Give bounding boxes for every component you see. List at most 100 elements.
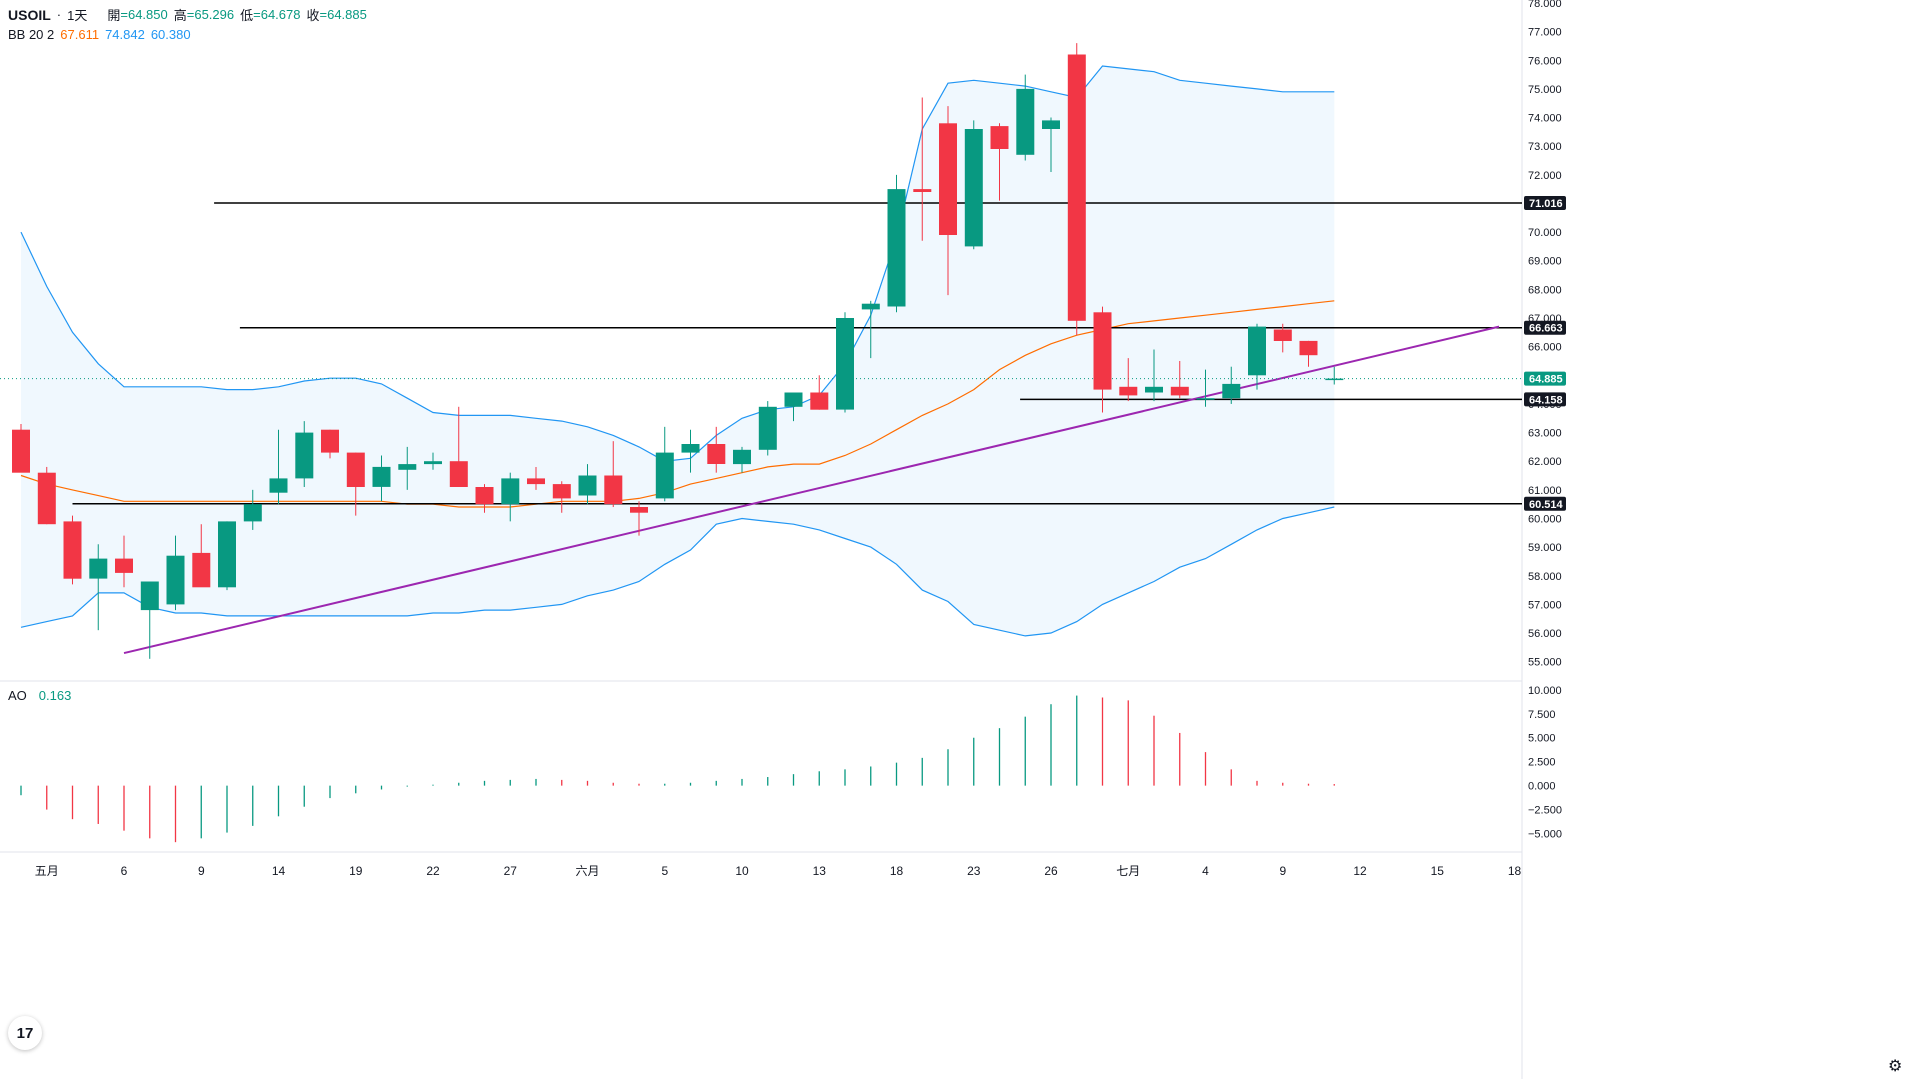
line-price-label: 66.663	[1529, 323, 1563, 335]
price-tick-label: 72.000	[1528, 170, 1562, 182]
bb-band-fill	[21, 66, 1335, 636]
candle-body	[681, 444, 700, 453]
candle-body	[630, 507, 648, 513]
candle-body	[1067, 54, 1086, 321]
candle-body	[501, 478, 520, 505]
price-tick-label: 76.000	[1528, 55, 1562, 67]
time-tick-label: 22	[426, 864, 440, 878]
open-value: =64.850	[120, 7, 168, 22]
ao-tick-label: 2.500	[1528, 757, 1556, 769]
candle-body	[63, 521, 82, 579]
ao-tick-label: −2.500	[1528, 805, 1562, 817]
candle-body	[578, 475, 597, 496]
bb-upper-value: 74.842	[105, 27, 145, 42]
time-tick-label: 七月	[1116, 864, 1140, 878]
bb-lower-value: 60.380	[150, 27, 191, 42]
price-tick-label: 75.000	[1528, 84, 1562, 96]
time-tick-label: 23	[967, 864, 981, 878]
high-label: 高	[173, 8, 187, 23]
low-value: =64.678	[253, 7, 301, 22]
price-tick-label: 58.000	[1528, 571, 1562, 583]
candle-body	[1170, 386, 1189, 396]
candle-body	[372, 466, 391, 487]
price-tick-label: 73.000	[1528, 141, 1562, 153]
candle-body	[1325, 378, 1344, 381]
candle-body	[1145, 386, 1163, 393]
time-tick-label: 12	[1353, 864, 1367, 878]
price-tick-label: 68.000	[1528, 284, 1562, 296]
candle-body	[424, 461, 442, 465]
candle-body	[784, 392, 803, 407]
candle-body	[655, 452, 674, 499]
price-tick-label: 61.000	[1528, 485, 1562, 497]
candle-body	[1093, 312, 1112, 390]
time-tick-label: 9	[198, 864, 205, 878]
candle-body	[192, 552, 211, 588]
price-tick-label: 57.000	[1528, 599, 1562, 611]
candle-body	[321, 429, 339, 453]
candle-body	[1299, 340, 1318, 356]
candle-body	[913, 189, 932, 192]
bb-lower-line	[20, 506, 1335, 637]
candle-body	[218, 521, 236, 588]
candle-body	[1196, 398, 1215, 400]
bb-basis-value: 67.611	[60, 27, 100, 42]
gear-icon[interactable]: ⚙	[1888, 1056, 1902, 1076]
line-price-label: 64.158	[1529, 394, 1563, 406]
candle-body	[1222, 383, 1241, 399]
price-tick-label: 60.000	[1528, 514, 1562, 526]
time-tick-label: 五月	[35, 864, 59, 878]
candle-body	[836, 318, 854, 410]
line-price-tag	[1524, 196, 1566, 210]
open-label: 開	[107, 8, 121, 23]
ao-value: 0.163	[38, 688, 72, 703]
time-tick-label: 18	[1508, 864, 1522, 878]
line-price-label: 60.514	[1529, 499, 1564, 511]
candle-body	[140, 581, 159, 611]
candle-body	[810, 392, 829, 410]
close-value: =64.885	[319, 7, 367, 22]
time-tick-label: 4	[1202, 864, 1209, 878]
ao-tick-label: 10.000	[1528, 685, 1562, 697]
symbol-name: USOIL	[8, 6, 51, 23]
candle-body	[1016, 88, 1035, 155]
time-tick-label: 13	[813, 864, 827, 878]
price-tick-label: 56.000	[1528, 628, 1562, 640]
line-price-tag	[1524, 392, 1566, 407]
candle-body	[552, 484, 571, 499]
time-tick-label: 9	[1279, 864, 1286, 878]
price-tick-label: 74.000	[1528, 113, 1562, 125]
candle-body	[89, 558, 108, 579]
price-tick-label: 78.000	[1528, 0, 1562, 10]
time-tick-label: 10	[735, 864, 749, 878]
candle-body	[964, 129, 983, 247]
candle-body	[990, 126, 1009, 149]
candle-body	[707, 444, 726, 464]
candle-body	[1273, 329, 1292, 341]
price-tick-label: 62.000	[1528, 456, 1562, 468]
ao-tick-label: 0.000	[1528, 781, 1556, 793]
low-label: 低	[240, 8, 254, 23]
ao-legend[interactable]: AO 0.163	[8, 688, 71, 703]
high-value: =65.296	[186, 7, 235, 22]
time-tick-label: 14	[272, 864, 286, 878]
bb-legend[interactable]: BB 20 2 67.611 74.842 60.380	[8, 27, 191, 42]
line-price-tag	[1524, 496, 1566, 511]
candle-body	[166, 555, 185, 605]
candle-body	[346, 452, 365, 487]
bb-label: BB 20 2	[8, 27, 55, 42]
time-tick-label: 6	[121, 864, 128, 878]
time-tick-label: 27	[504, 864, 518, 878]
close-label: 收	[306, 8, 320, 23]
price-tick-label: 59.000	[1528, 542, 1562, 554]
last-price-tag	[1524, 371, 1566, 386]
time-tick-label: 六月	[575, 864, 599, 878]
ao-tick-label: 7.500	[1528, 709, 1556, 721]
symbol-legend[interactable]: USOIL · 1天 開 =64.850 高 =65.296 低 =64.678 收 =…	[8, 5, 367, 24]
price-tick-label: 77.000	[1528, 27, 1562, 39]
tradingview-logo-icon[interactable]: 17	[8, 1016, 42, 1050]
candle-body	[269, 478, 288, 493]
gear-glyph: ⚙	[1888, 1058, 1903, 1075]
candle-body	[115, 558, 133, 573]
